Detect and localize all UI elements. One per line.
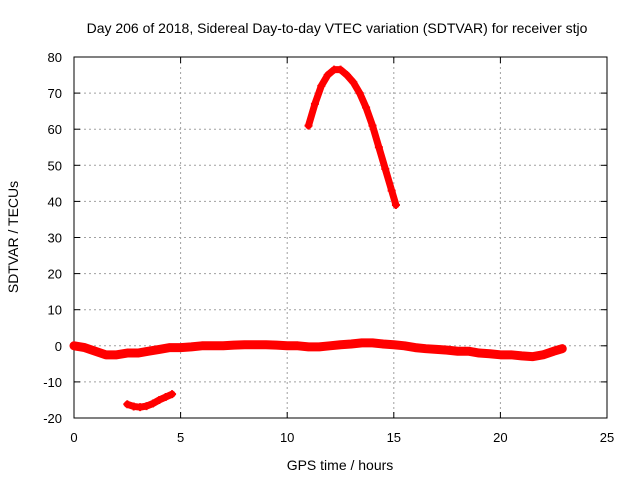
data-point	[165, 343, 174, 352]
y-tick-label: 60	[48, 122, 62, 137]
x-axis-label: GPS time / hours	[287, 457, 394, 473]
y-tick-label: 40	[48, 194, 62, 209]
data-point	[155, 345, 164, 354]
y-tick-label: 20	[48, 267, 62, 282]
data-point	[261, 340, 270, 349]
x-tick-label: 25	[600, 430, 614, 445]
data-point	[391, 201, 400, 210]
data-point	[453, 347, 462, 356]
data-point	[421, 344, 430, 353]
x-tick-label: 10	[280, 430, 294, 445]
data-point	[443, 346, 452, 355]
data-point	[240, 340, 249, 349]
x-tick-label: 0	[70, 430, 77, 445]
y-tick-label: -20	[43, 411, 62, 426]
data-point	[342, 71, 351, 80]
data-point	[357, 338, 366, 347]
data-point	[400, 341, 409, 350]
data-point	[208, 341, 217, 350]
y-tick-label: 0	[55, 339, 62, 354]
data-point	[336, 65, 345, 74]
data-point	[317, 81, 326, 90]
data-point	[411, 343, 420, 352]
data-point	[485, 349, 494, 358]
data-point	[142, 402, 151, 411]
chart-title: Day 206 of 2018, Sidereal Day-to-day VTE…	[87, 20, 588, 36]
data-point	[315, 342, 324, 351]
data-point	[80, 343, 89, 352]
data-point	[229, 341, 238, 350]
data-point	[70, 341, 78, 350]
data-point	[293, 341, 302, 350]
data-point	[475, 349, 484, 358]
data-point	[283, 341, 292, 350]
data-point	[387, 186, 396, 195]
data-point	[176, 343, 185, 352]
x-tick-label: 15	[387, 430, 401, 445]
y-tick-label: 50	[48, 158, 62, 173]
data-point	[161, 393, 170, 402]
data-point	[136, 403, 145, 412]
data-point	[355, 89, 364, 98]
data-point	[368, 338, 377, 347]
y-tick-label: 80	[48, 50, 62, 65]
data-point	[187, 342, 196, 351]
data-point	[323, 71, 332, 80]
data-point	[123, 349, 132, 358]
grid-lines	[74, 57, 607, 418]
data-point	[251, 340, 260, 349]
data-point	[219, 341, 228, 350]
axis-ticks: 0 5 10 15 20 25 -20 -10 0 10 20 30 40 50 60 70 80	[43, 50, 614, 445]
data-point	[304, 342, 313, 351]
series-satellite-pass-high-arc	[304, 65, 400, 210]
data-point	[325, 341, 334, 350]
data-point	[464, 347, 473, 356]
data-marks	[69, 65, 567, 412]
data-point	[549, 347, 558, 356]
data-point	[379, 339, 388, 348]
data-point	[112, 350, 121, 359]
data-point	[168, 390, 177, 399]
y-axis-label: SDTVAR / TECUs	[5, 181, 21, 293]
data-point	[347, 339, 356, 348]
data-point	[517, 351, 526, 360]
data-point	[197, 341, 206, 350]
data-point	[362, 103, 371, 112]
y-tick-label: 10	[48, 303, 62, 318]
data-point	[507, 350, 516, 359]
data-point	[133, 349, 142, 358]
data-point	[389, 340, 398, 349]
y-tick-label: 30	[48, 231, 62, 246]
data-point	[123, 400, 132, 409]
data-point	[374, 143, 383, 152]
y-tick-label: 70	[48, 86, 62, 101]
data-point	[272, 341, 281, 350]
data-point	[432, 345, 441, 354]
data-point	[155, 395, 164, 404]
data-point	[336, 340, 345, 349]
data-point	[349, 78, 358, 87]
data-point	[91, 347, 100, 356]
data-point	[144, 347, 153, 356]
y-tick-label: -10	[43, 375, 62, 390]
data-point	[148, 399, 157, 408]
series-satellite-pass-low-arc	[123, 390, 177, 412]
series-near-zero-band	[69, 338, 567, 362]
data-point	[304, 121, 313, 130]
data-point	[368, 121, 377, 130]
data-point	[539, 350, 548, 359]
data-point	[101, 350, 110, 359]
data-point	[558, 344, 567, 353]
data-point	[496, 350, 505, 359]
data-point	[528, 352, 537, 361]
x-tick-label: 20	[493, 430, 507, 445]
x-tick-label: 5	[177, 430, 184, 445]
data-point	[310, 99, 319, 108]
series-trace	[305, 66, 400, 209]
data-point	[381, 164, 390, 173]
